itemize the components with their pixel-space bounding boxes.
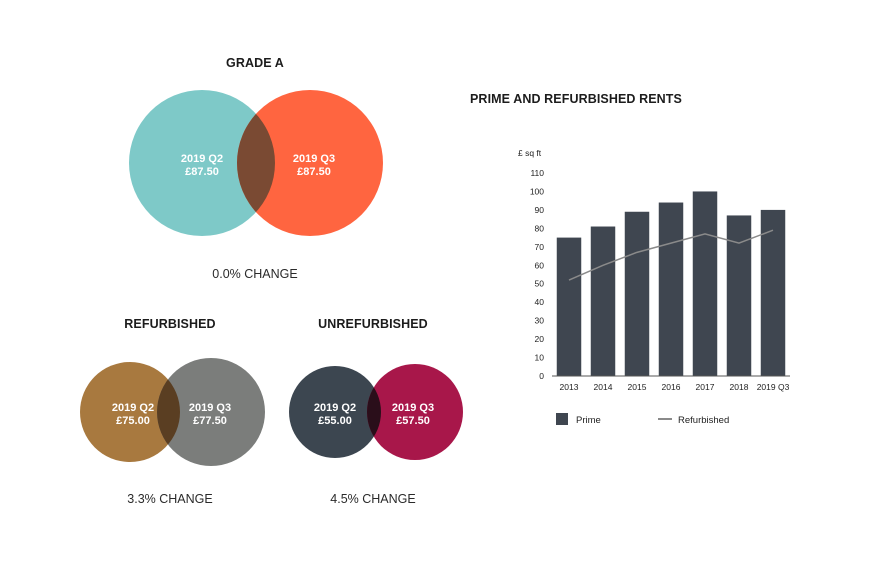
x-tick-label: 2018 xyxy=(730,382,749,392)
prime-bar xyxy=(556,237,582,376)
x-tick-label: 2013 xyxy=(560,382,579,392)
refurbished-q2-period: 2019 Q2 xyxy=(112,402,154,414)
y-tick-label: 60 xyxy=(535,260,545,270)
grade-a-q3-circle xyxy=(237,90,383,236)
unrefurbished-q3-value: £57.50 xyxy=(396,415,430,427)
y-tick-label: 90 xyxy=(535,205,545,215)
x-tick-label: 2016 xyxy=(662,382,681,392)
y-tick-label: 40 xyxy=(535,297,545,307)
refurbished-q3-value: £77.50 xyxy=(193,415,227,427)
prime-bar xyxy=(590,226,616,376)
y-tick-label: 30 xyxy=(535,316,545,326)
prime-bar xyxy=(726,215,752,376)
grade-a-change: 0.0% CHANGE xyxy=(212,267,298,281)
prime-bar xyxy=(624,211,650,376)
grade-a-q2-value: £87.50 xyxy=(185,166,219,178)
grade-a-q3-value: £87.50 xyxy=(297,166,331,178)
prime-bar xyxy=(760,209,786,376)
x-tick-label: 2019 Q3 xyxy=(757,382,790,392)
y-tick-label: 110 xyxy=(530,168,544,178)
unrefurbished-change: 4.5% CHANGE xyxy=(330,492,416,506)
rent-chart: £ sq ft 0 10 20 30 40 50 60 70 80 90 100 110 2013 20… xyxy=(518,148,790,426)
grade-a-q2-circle xyxy=(129,90,275,236)
unrefurbished-title: UNREFURBISHED xyxy=(318,317,428,331)
legend-prime-label: Prime xyxy=(576,415,601,426)
y-tick-label: 10 xyxy=(535,353,545,363)
unrefurbished-q2-value: £55.00 xyxy=(318,415,352,427)
unrefurbished-q3-period: 2019 Q3 xyxy=(392,402,434,414)
y-tick-label: 80 xyxy=(535,223,545,233)
x-tick-label: 2015 xyxy=(628,382,647,392)
refurbished-venn: 2019 Q2 £75.00 2019 Q3 £77.50 xyxy=(80,358,265,466)
refurbished-q2-value: £75.00 xyxy=(116,415,150,427)
refurbished-title: REFURBISHED xyxy=(124,317,216,331)
unrefurbished-q2-period: 2019 Q2 xyxy=(314,402,356,414)
y-tick-label: 70 xyxy=(535,242,545,252)
prime-bar xyxy=(692,191,718,376)
y-tick-label: 50 xyxy=(535,279,545,289)
refurbished-change: 3.3% CHANGE xyxy=(127,492,213,506)
grade-a-title: GRADE A xyxy=(226,56,284,70)
grade-a-venn: 2019 Q2 £87.50 2019 Q3 £87.50 xyxy=(129,90,383,236)
x-tick-label: 2017 xyxy=(696,382,715,392)
chart-title: PRIME AND REFURBISHED RENTS xyxy=(470,92,682,106)
y-tick-label: 100 xyxy=(530,186,544,196)
refurbished-q3-period: 2019 Q3 xyxy=(189,402,231,414)
legend-prime-swatch xyxy=(556,413,568,425)
prime-bar xyxy=(658,202,684,376)
y-tick-label: 0 xyxy=(539,371,544,381)
refurbished-q2-circle xyxy=(80,362,180,462)
refurbished-q3-circle xyxy=(157,358,265,466)
unrefurbished-q2-circle xyxy=(289,366,381,458)
unrefurbished-venn: 2019 Q2 £55.00 2019 Q3 £57.50 xyxy=(289,364,463,460)
grade-a-q2-period: 2019 Q2 xyxy=(181,153,223,165)
unrefurbished-q3-circle xyxy=(367,364,463,460)
refurbished-series-line xyxy=(568,229,774,281)
y-tick-label: 20 xyxy=(535,334,545,344)
x-tick-label: 2014 xyxy=(594,382,613,392)
y-axis-label: £ sq ft xyxy=(518,148,542,158)
legend-refurbished-label: Refurbished xyxy=(678,415,729,426)
grade-a-q3-period: 2019 Q3 xyxy=(293,153,335,165)
